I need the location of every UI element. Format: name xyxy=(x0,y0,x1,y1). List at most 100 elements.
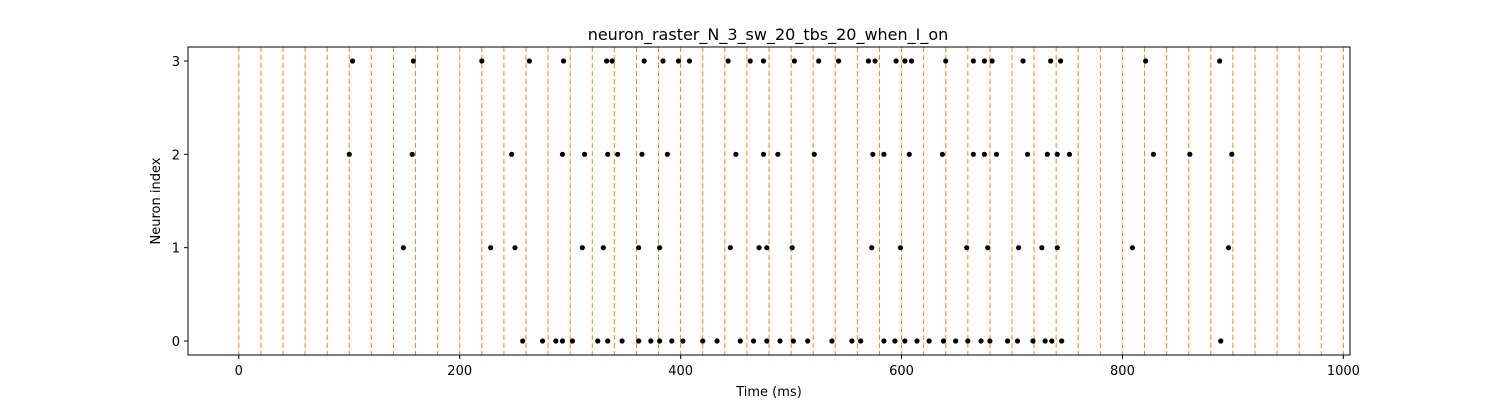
spike-point xyxy=(1049,338,1055,344)
spike-point xyxy=(849,338,855,344)
spike-point xyxy=(1042,338,1048,344)
spike-point xyxy=(553,338,559,344)
chart-title: neuron_raster_N_3_sw_20_tbs_20_when_I_on xyxy=(588,25,949,45)
spike-point xyxy=(1143,58,1149,64)
spike-point xyxy=(881,338,887,344)
spike-point xyxy=(641,58,647,64)
spike-points xyxy=(346,58,1235,344)
spike-point xyxy=(595,338,601,344)
spike-point xyxy=(906,151,912,157)
spike-point xyxy=(569,338,575,344)
spike-point xyxy=(604,58,610,64)
spike-point xyxy=(760,58,767,64)
spike-point xyxy=(559,151,566,157)
spike-point xyxy=(981,58,987,64)
x-axis-label: Time (ms) xyxy=(735,385,802,400)
spike-point xyxy=(993,151,1000,157)
spike-point xyxy=(829,338,835,344)
spike-point xyxy=(1020,58,1026,64)
spike-point xyxy=(660,58,666,64)
spike-point xyxy=(970,151,976,157)
spike-point xyxy=(488,245,494,251)
spike-point xyxy=(764,245,770,251)
spike-point xyxy=(777,338,783,344)
spike-point xyxy=(657,245,663,251)
spike-point xyxy=(648,338,654,344)
spike-point xyxy=(664,151,670,157)
spike-point xyxy=(953,338,959,344)
spike-point xyxy=(872,58,878,64)
spike-point xyxy=(892,338,898,344)
spike-point xyxy=(1014,338,1021,344)
spike-point xyxy=(669,338,675,344)
spike-point xyxy=(526,58,532,64)
spike-point xyxy=(727,245,733,251)
spike-point xyxy=(816,58,822,64)
spike-point xyxy=(1217,58,1223,64)
y-tick-label: 2 xyxy=(172,148,180,163)
spike-point xyxy=(1225,245,1232,251)
x-tick-label: 200 xyxy=(447,364,472,379)
spike-point xyxy=(835,58,842,64)
spike-point xyxy=(989,58,995,64)
spike-point xyxy=(1229,151,1235,157)
spike-point xyxy=(639,151,645,157)
spike-point xyxy=(869,245,875,251)
spike-point xyxy=(479,58,485,64)
spike-point xyxy=(939,151,946,157)
spike-point xyxy=(756,245,762,251)
spike-point xyxy=(636,338,642,344)
spike-point xyxy=(686,58,693,64)
spike-point xyxy=(737,338,743,344)
spike-point xyxy=(985,245,991,251)
spike-point xyxy=(914,338,920,344)
y-tick-label: 3 xyxy=(172,55,180,70)
spike-point xyxy=(733,151,739,157)
spike-point xyxy=(1024,151,1031,157)
y-tick-label: 1 xyxy=(172,242,180,257)
spike-point xyxy=(1054,151,1060,157)
spike-point xyxy=(636,245,642,251)
spike-point xyxy=(600,245,606,251)
spike-point xyxy=(1218,338,1224,344)
spike-point xyxy=(560,58,567,64)
spike-point xyxy=(520,338,526,344)
spike-point xyxy=(943,58,949,64)
spike-point xyxy=(764,338,770,344)
spike-point xyxy=(675,58,682,64)
spike-point xyxy=(1150,151,1156,157)
spike-point xyxy=(714,338,720,344)
spike-point xyxy=(858,338,864,344)
spike-point xyxy=(940,338,947,344)
spike-point xyxy=(1048,58,1054,64)
spike-point xyxy=(410,58,416,64)
spike-point xyxy=(1066,151,1073,157)
spike-point xyxy=(619,338,625,344)
spike-point xyxy=(908,58,915,64)
spike-point xyxy=(512,245,518,251)
spike-point xyxy=(539,338,546,344)
spike-point xyxy=(579,245,585,251)
spike-point xyxy=(1016,245,1022,251)
spike-point xyxy=(1030,338,1036,344)
x-axis-ticks: 0 200 400 600 800 1000 xyxy=(235,355,1360,379)
spike-point xyxy=(965,338,971,344)
plot-frame xyxy=(187,46,1351,356)
spike-point xyxy=(400,245,406,251)
spike-point xyxy=(1059,338,1065,344)
spike-point xyxy=(775,151,781,157)
spike-point xyxy=(700,338,706,344)
y-axis-label: Neuron index xyxy=(149,157,164,244)
spike-point xyxy=(750,338,757,344)
spike-point xyxy=(559,338,566,344)
spike-point xyxy=(865,58,872,64)
spike-point xyxy=(893,58,899,64)
spike-point xyxy=(790,338,796,344)
x-tick-label: 400 xyxy=(668,364,693,379)
spike-point xyxy=(1129,245,1136,251)
x-tick-label: 0 xyxy=(235,364,243,379)
spike-point xyxy=(346,151,352,157)
spike-point xyxy=(881,151,887,157)
x-tick-label: 1000 xyxy=(1327,364,1360,379)
spike-point xyxy=(1054,245,1060,251)
